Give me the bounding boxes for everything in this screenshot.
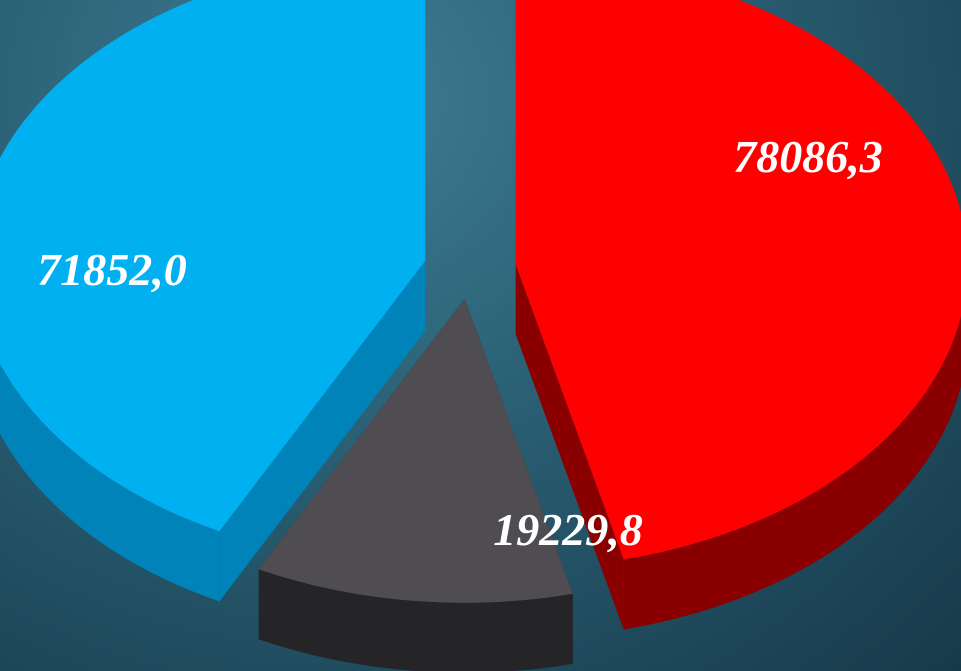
slice-top-face — [258, 298, 573, 603]
slice-label-gray: 19229,8 — [493, 504, 643, 555]
slice-red — [515, 0, 961, 630]
slice-outer-wall — [623, 316, 961, 630]
slice-label-blue: 71852,0 — [37, 244, 187, 295]
slice-outer-wall — [0, 363, 220, 602]
slice-cut-face — [515, 264, 624, 630]
slice-gray — [258, 298, 573, 671]
slice-label-red: 78086,3 — [733, 131, 883, 182]
slice-blue — [0, 0, 426, 602]
labels-layer: 78086,3 19229,8 71852,0 — [37, 131, 883, 555]
slice-top-face — [515, 0, 961, 560]
slice-top-face — [0, 0, 426, 532]
slice-cut-face — [219, 260, 426, 602]
slice-outer-wall — [258, 569, 573, 671]
